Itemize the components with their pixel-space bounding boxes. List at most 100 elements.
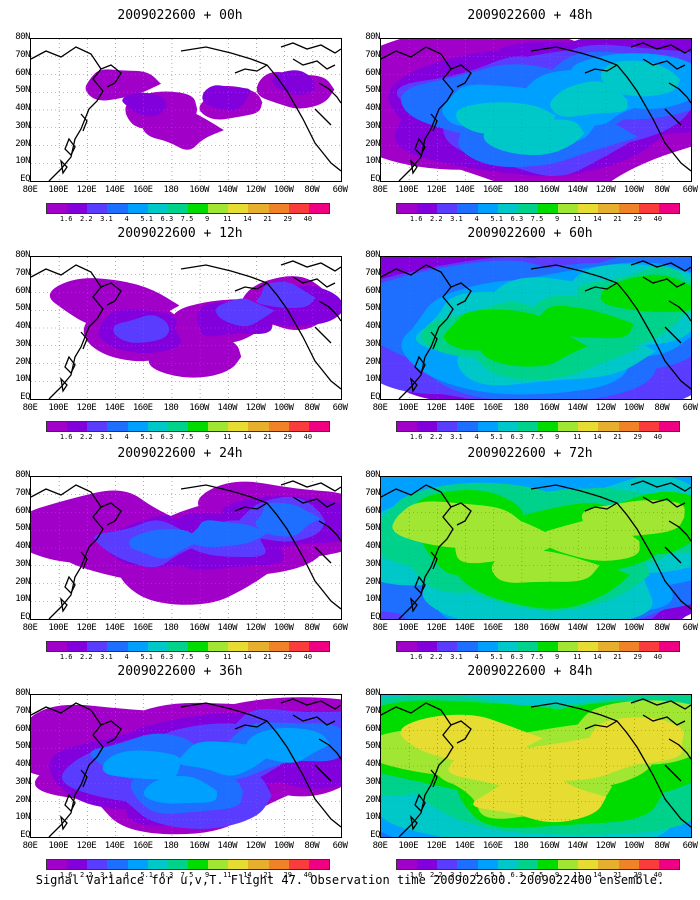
colorbar-label: 7.5 [180,433,194,441]
latitude-label: 50N [15,523,30,534]
longitude-label: 80E [372,841,388,851]
latitude-label: EQ [20,830,30,840]
latitude-label: 10N [15,812,30,823]
longitude-label: 180 [163,623,179,633]
colorbar-swatch [248,204,269,213]
colorbar-label: 7.5 [530,653,544,661]
latitude-label: 30N [15,558,30,569]
colorbar-label: 2.2 [429,653,443,661]
colorbar-label: 29 [633,215,642,223]
colorbar-swatch [537,642,559,651]
panel-title: 2009022600 + 84h [467,664,593,679]
latitude-label: 30N [15,120,30,131]
latitude-label: 60N [365,285,380,296]
coastline [430,331,438,350]
longitude-label: 80E [22,403,38,413]
colorbar-label: 1.6 [409,653,423,661]
coastline [664,108,682,126]
colorbar-label: 1.6 [59,433,73,441]
latitude-label: 50N [15,741,30,752]
colorbar-swatch [457,860,478,869]
map-canvas [381,39,691,181]
latitude-label: 40N [15,541,30,551]
longitude-label: 60W [332,185,348,195]
colorbar-swatch [517,642,538,651]
longitude-label: 120E [76,403,97,413]
colorbar-label: 11 [573,433,582,441]
colorbar-label: 4 [474,215,479,223]
coastline [80,551,88,570]
longitude-label: 120W [245,185,266,195]
colorbar-label: 1.6 [59,653,73,661]
colorbar-label: 2.2 [79,653,93,661]
forecast-panel: 2009022600 + 60h 80N 70N 60N 50N 40N 30N 20N 10N… [360,226,700,446]
longitude-label: 100W [623,185,644,195]
colorbar-label: 40 [653,433,663,441]
forecast-panel: 2009022600 + 36h 80N 70N 60N 50N 40N 30N 20N 10N… [10,664,350,884]
longitude-label: 180 [513,623,529,633]
latitude-label: 70N [365,49,380,60]
colorbar-swatch [477,204,498,213]
colorbar-swatch [147,422,168,431]
colorbar-label: 9 [205,871,210,879]
colorbar-label: 2.2 [429,433,443,441]
latitude-label: EQ [20,174,30,184]
colorbar-label: 5.1 [140,653,154,661]
colorbar-swatch [417,422,438,431]
colorbar-label: 5.1 [490,653,504,661]
variance-contour [102,750,182,780]
latitude-label: 70N [15,49,30,60]
longitude-label: 140W [567,403,588,413]
forecast-panel: 2009022600 + 00h 80N 70N 60N 50N 40N 30N 20N 10N… [10,8,350,228]
colorbar-swatch [558,422,579,431]
colorbar-label: 40 [303,433,313,441]
colorbar-label: 11 [573,653,582,661]
longitude-label: 140E [454,623,475,633]
longitude-label: 160W [189,623,209,633]
coastline [60,815,68,831]
colorbar-swatch [618,860,639,869]
forecast-panel: 2009022600 + 48h 80N 70N 60N 50N 40N 30N 20N 10N… [360,8,700,228]
colorbar-swatch [537,860,559,869]
colorbar-label: 5.1 [490,433,504,441]
colorbar-swatch [638,642,659,651]
longitude-label: 160W [189,841,209,851]
longitude-label: 180 [513,841,529,851]
colorbar-label: 3.1 [100,653,113,661]
colorbar-label: 21 [263,871,272,879]
colorbar-swatch [147,204,168,213]
longitude-label: 140W [567,623,588,633]
panel-title: 2009022600 + 12h [117,226,243,241]
coastline [410,159,418,175]
colorbar-label: 14 [593,871,602,879]
longitude-label: 160W [189,185,209,195]
variance-contour [85,69,161,101]
colorbar [396,421,680,432]
coastline [664,546,682,564]
latitude-label: 60N [365,67,380,78]
colorbar-label: 9 [555,433,560,441]
latitude-label: EQ [20,392,30,402]
latitude-label: EQ [370,392,380,402]
colorbar-label: 11 [223,433,232,441]
colorbar-label: 11 [223,653,232,661]
coastline [430,113,438,132]
coastline [234,502,268,512]
coastline [318,82,341,104]
colorbar-swatch [87,860,108,869]
colorbar-swatch [47,422,68,431]
colorbar-label: 2.2 [79,215,93,223]
longitude-label: 80E [372,185,388,195]
coastline [414,355,426,375]
map-canvas [381,477,691,619]
longitude-label: 160E [132,623,153,633]
latitude-label: 20N [365,576,380,587]
latitude-label: EQ [370,612,380,622]
variance-map [30,256,342,400]
forecast-panel: 2009022600 + 72h 80N 70N 60N 50N 40N 30N 20N 10N… [360,446,700,666]
colorbar-label: 29 [633,433,642,441]
colorbar-swatch [658,860,679,869]
coastline [410,597,418,613]
latitude-label: 10N [15,594,30,605]
longitude-label: 160E [132,841,153,851]
